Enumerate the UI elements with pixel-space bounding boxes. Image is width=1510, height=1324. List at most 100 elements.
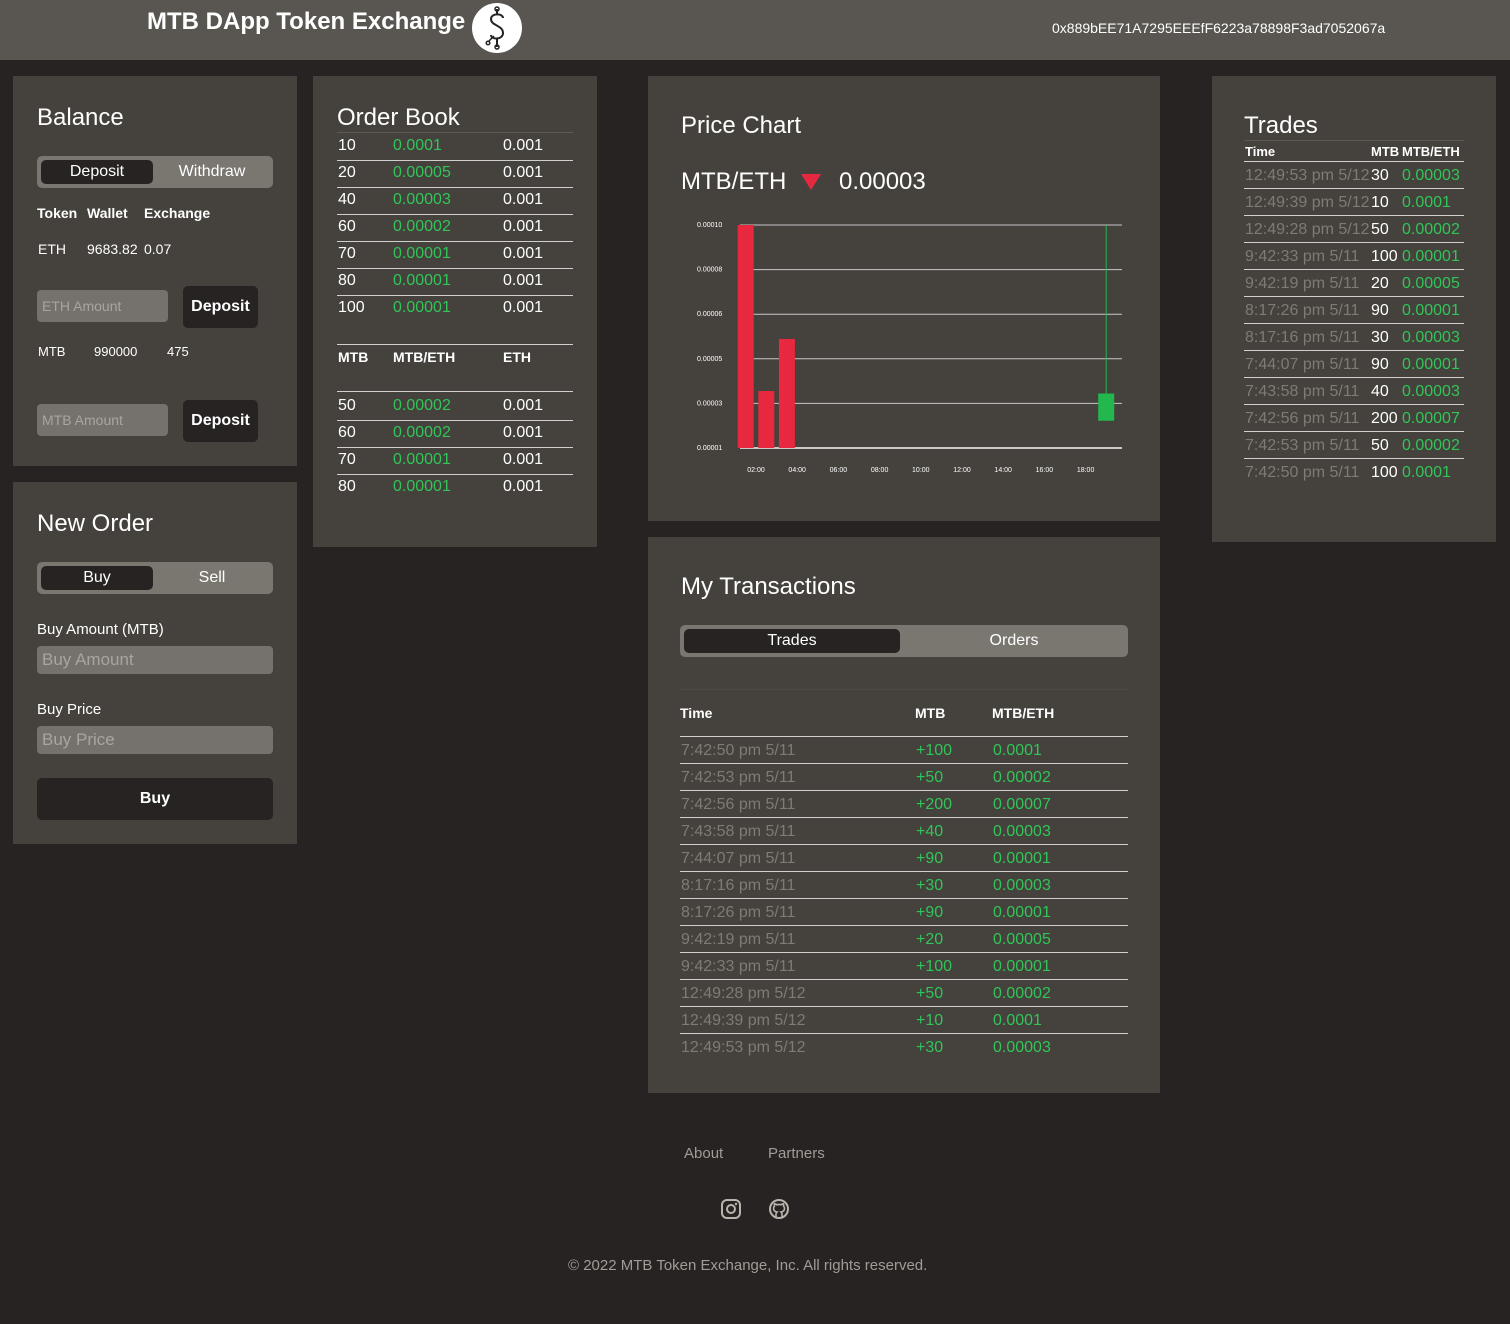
y-tick-label: 0.00006 [697,311,722,318]
trades-tab[interactable]: Trades [684,629,900,653]
mtb-token: MTB [38,344,66,359]
order-mtb[interactable]: 40 [338,191,356,208]
order-row-divider [337,474,573,475]
deposit-tab[interactable]: Deposit [41,160,153,184]
candle-body[interactable] [758,391,775,448]
order-mtb[interactable]: 70 [338,451,356,468]
trade-row-divider [1244,188,1464,189]
account-address[interactable]: 0x889bEE71A7295EEEfF6223a78898F3ad705206… [1052,20,1386,36]
order-mtb[interactable]: 50 [338,397,356,414]
order-price[interactable]: 0.00005 [393,164,451,181]
trade-price: 0.00001 [1402,302,1460,319]
order-price[interactable]: 0.00001 [393,299,451,316]
trade-row-divider [1244,242,1464,243]
transaction-row-divider [680,979,1128,980]
eth-amount-input[interactable]: ETH Amount [37,290,168,322]
partners-link[interactable]: Partners [768,1145,825,1162]
github-icon[interactable] [768,1198,790,1225]
order-price[interactable]: 0.00001 [393,272,451,289]
candle-body[interactable] [1098,393,1115,421]
order-price[interactable]: 0.0001 [393,137,442,154]
trade-mtb: 50 [1371,221,1389,238]
order-mtb[interactable]: 60 [338,218,356,235]
orders-tab[interactable]: Orders [989,632,1039,649]
brand-title[interactable]: MTB DApp Token Exchange [147,8,466,35]
transaction-row-divider [680,1006,1128,1007]
transaction-mtb: +50 [916,769,944,786]
order-eth[interactable]: 0.001 [503,137,544,154]
order-mtb[interactable]: 70 [338,245,356,262]
transaction-price: 0.00002 [993,985,1051,1002]
transaction-price: 0.00003 [993,1039,1051,1056]
order-mtb[interactable]: 80 [338,478,356,495]
trade-time: 9:42:33 pm 5/11 [1245,248,1360,265]
eth-deposit-button[interactable]: Deposit [183,286,258,328]
y-tick-label: 0.00010 [697,222,722,229]
order-price[interactable]: 0.00002 [393,424,451,441]
transaction-row-divider [680,871,1128,872]
candle-body[interactable] [737,225,754,448]
order-mtb[interactable]: 100 [338,299,365,316]
trade-row-divider [1244,404,1464,405]
transaction-mtb: +90 [916,850,944,867]
order-mtb[interactable]: 20 [338,164,356,181]
balance-title: Balance [37,104,124,131]
trades-header-line [1244,161,1464,162]
order-row-divider [337,187,573,188]
order-price[interactable]: 0.00002 [393,397,451,414]
about-link[interactable]: About [684,1145,724,1162]
order-eth[interactable]: 0.001 [503,478,544,495]
order-price[interactable]: 0.00003 [393,191,451,208]
mtb-deposit-button[interactable]: Deposit [183,400,258,442]
order-eth[interactable]: 0.001 [503,191,544,208]
order-eth[interactable]: 0.001 [503,451,544,468]
buy-amount-input[interactable]: Buy Amount [37,646,273,674]
trades-header-mtb: MTB [1371,144,1400,159]
transaction-time: 12:49:53 pm 5/12 [681,1039,806,1056]
transaction-row-divider [680,925,1128,926]
trade-price: 0.0001 [1402,464,1451,481]
order-eth[interactable]: 0.001 [503,397,544,414]
down-triangle-icon [801,174,821,195]
instagram-icon[interactable] [720,1198,742,1225]
order-mtb[interactable]: 60 [338,424,356,441]
buy-tab[interactable]: Buy [41,566,153,590]
candle-body[interactable] [778,338,795,448]
mtb-amount-input[interactable]: MTB Amount [37,404,168,436]
order-eth[interactable]: 0.001 [503,218,544,235]
candlestick-chart[interactable]: 0.00010 0.00008 0.00006 0.00005 0.00003 0.000… [648,216,1160,516]
order-eth[interactable]: 0.001 [503,164,544,181]
trade-mtb: 90 [1371,356,1389,373]
dollar-logo-icon [472,3,522,53]
mtb-wallet-balance: 990000 [94,344,138,359]
order-price[interactable]: 0.00001 [393,451,451,468]
transaction-row-divider [680,952,1128,953]
sell-tab[interactable]: Sell [198,569,226,586]
buy-submit-button[interactable]: Buy [37,778,273,820]
order-eth[interactable]: 0.001 [503,424,544,441]
navbar: MTB DApp Token Exchange 0x889bEE71A7295E… [0,0,1510,60]
order-price[interactable]: 0.00001 [393,478,451,495]
transaction-row-divider [680,763,1128,764]
transactions-header-mtb: MTB [915,705,946,721]
balance-card: Balance Deposit Withdraw Token Wallet Ex… [13,76,297,466]
trades-title: Trades [1244,112,1318,139]
transaction-time: 7:43:58 pm 5/11 [681,823,796,840]
transaction-row-divider [680,790,1128,791]
buy-price-input[interactable]: Buy Price [37,726,273,754]
order-eth[interactable]: 0.001 [503,245,544,262]
transaction-time: 12:49:39 pm 5/12 [681,1012,806,1029]
transaction-mtb: +30 [916,1039,944,1056]
order-price[interactable]: 0.00001 [393,245,451,262]
order-eth[interactable]: 0.001 [503,272,544,289]
order-book-header-bottom-line [337,391,573,392]
transaction-price: 0.00007 [993,796,1051,813]
x-tick-label: 14:00 [994,467,1012,474]
transaction-mtb: +90 [916,904,944,921]
order-price[interactable]: 0.00002 [393,218,451,235]
order-mtb[interactable]: 80 [338,272,356,289]
order-mtb[interactable]: 10 [338,137,356,154]
withdraw-tab[interactable]: Withdraw [178,163,246,180]
order-eth[interactable]: 0.001 [503,299,544,316]
transaction-time: 7:44:07 pm 5/11 [681,850,796,867]
